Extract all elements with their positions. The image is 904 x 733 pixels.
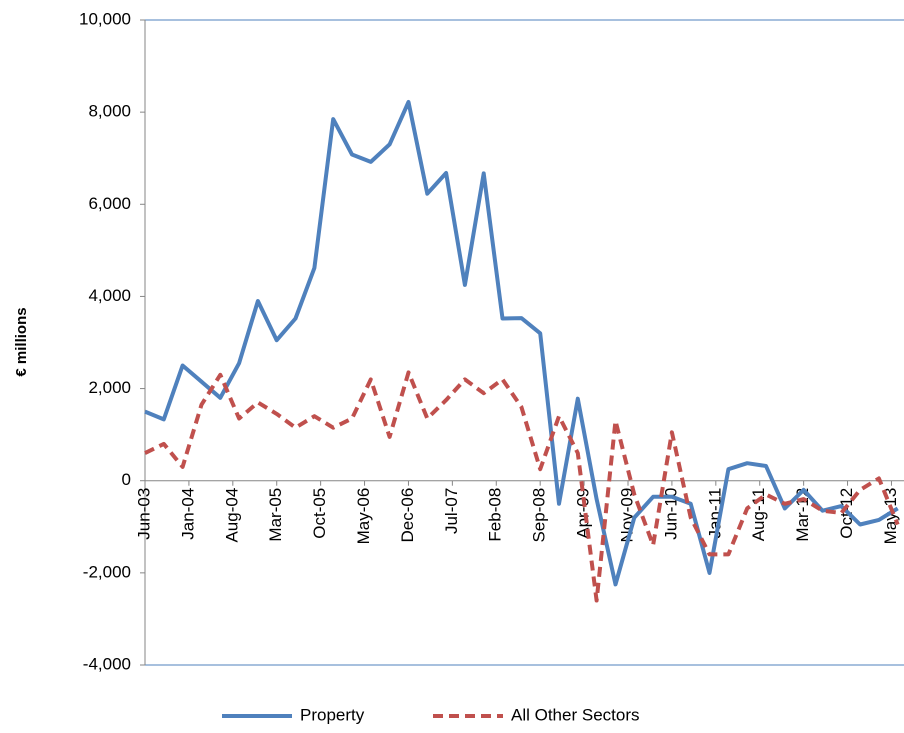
x-tick-label: May-06 xyxy=(354,488,373,545)
x-tick-label: Mar-05 xyxy=(266,488,285,542)
y-axis-title: € millions xyxy=(13,307,30,376)
y-tick-label: 0 xyxy=(122,470,131,489)
y-tick-label: 4,000 xyxy=(88,286,131,305)
x-tick-label: May-13 xyxy=(881,488,900,545)
y-tick-label: 2,000 xyxy=(88,378,131,397)
x-tick-label: Jan-04 xyxy=(178,488,197,540)
legend-label: All Other Sectors xyxy=(511,705,640,724)
x-tick-label: Nov-09 xyxy=(617,488,636,543)
x-tick-label: Apr-09 xyxy=(574,488,593,539)
y-tick-label: 8,000 xyxy=(88,102,131,121)
y-tick-label: 6,000 xyxy=(88,194,131,213)
legend-label: Property xyxy=(300,705,365,724)
y-tick-label: -2,000 xyxy=(83,562,131,581)
x-tick-label: Dec-06 xyxy=(398,488,417,543)
x-tick-label: Sep-08 xyxy=(530,488,549,543)
x-tick-label: Aug-04 xyxy=(222,488,241,543)
y-tick-label: 10,000 xyxy=(79,9,131,28)
x-tick-label: Jul-07 xyxy=(442,488,461,534)
x-tick-label: Oct-05 xyxy=(310,488,329,539)
x-tick-label: Aug-11 xyxy=(749,488,768,542)
x-tick-label: Jun-03 xyxy=(134,488,153,540)
series-line xyxy=(144,100,899,587)
x-tick-label: Feb-08 xyxy=(486,488,505,542)
x-tick-label: Jun-10 xyxy=(661,488,680,540)
y-tick-label: -4,000 xyxy=(83,654,131,673)
series-line xyxy=(144,370,900,603)
